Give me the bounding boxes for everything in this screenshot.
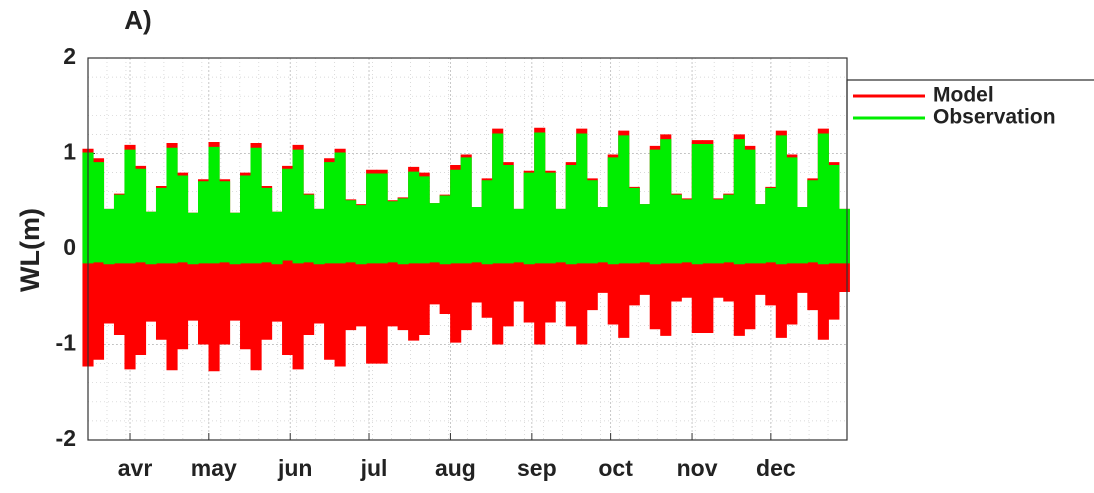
y-tick-label: 0: [63, 234, 76, 260]
x-tick-label: jul: [360, 455, 388, 481]
y-tick-label: 1: [63, 139, 76, 165]
legend-frame: [846, 79, 1094, 130]
x-tick-label: avr: [118, 455, 153, 481]
x-tick-label: dec: [756, 455, 796, 481]
y-axis-label: WL(m): [15, 208, 45, 292]
x-tick-label: oct: [598, 455, 633, 481]
x-tick-label: sep: [517, 455, 557, 481]
x-tick-label: jun: [277, 455, 313, 481]
plot-frame: [87, 57, 848, 441]
y-tick-label: -2: [56, 425, 76, 451]
x-tick-label: may: [191, 455, 237, 481]
y-tick-label: -1: [56, 330, 77, 356]
legend-label: Observation: [933, 106, 1056, 129]
y-tick-label: 2: [63, 43, 76, 69]
x-tick-label: aug: [435, 455, 476, 481]
series-band: [82, 132, 850, 265]
legend-label: Model: [933, 84, 994, 107]
x-tick-label: nov: [677, 455, 718, 481]
chart-title: A): [124, 5, 151, 35]
